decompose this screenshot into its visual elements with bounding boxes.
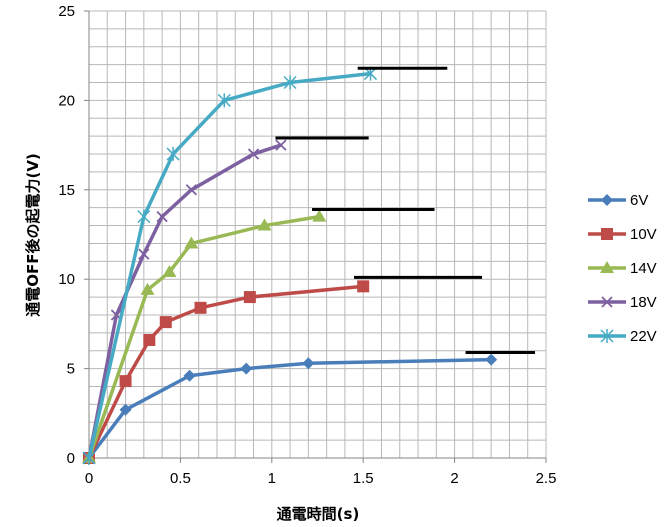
legend: 6V 10V 14V 18V 22V <box>588 192 657 345</box>
data-point-square <box>194 301 207 314</box>
data-point-triangle <box>257 218 272 231</box>
x-axis-title: 通電時間(s) <box>277 505 360 523</box>
data-point-square <box>119 375 132 388</box>
legend-label: 18V <box>630 294 657 311</box>
data-point-diamond <box>485 353 498 366</box>
data-point-square <box>243 291 256 304</box>
data-point-square <box>357 280 370 293</box>
data-point-triangle <box>184 236 199 249</box>
legend-label: 6V <box>630 192 648 209</box>
x-tick-label: 0.5 <box>170 470 191 487</box>
legend-label: 22V <box>630 328 657 345</box>
series-10V <box>83 280 370 464</box>
data-point-square <box>601 228 613 240</box>
series-line <box>87 357 492 460</box>
legend-item-18V: 18V <box>588 294 657 311</box>
x-tick-label: 2.5 <box>536 470 557 487</box>
y-tick-labels: 0 5 10 15 20 25 <box>58 3 75 467</box>
legend-label: 10V <box>630 226 657 243</box>
x-tick-label: 2 <box>450 470 458 487</box>
series-group <box>82 66 498 465</box>
data-point-x <box>185 184 198 196</box>
series-14V <box>82 209 327 463</box>
data-point-diamond <box>302 357 315 370</box>
data-point-square <box>159 316 172 329</box>
data-point-asterisk <box>283 75 297 90</box>
data-point-x <box>601 296 613 308</box>
data-point-x <box>247 148 260 160</box>
data-point-triangle <box>162 265 177 278</box>
data-point-x <box>156 210 168 223</box>
data-point-asterisk <box>217 93 231 108</box>
reference-lines <box>275 66 536 355</box>
data-point-x <box>138 248 150 260</box>
x-tick-label: 1 <box>268 470 276 487</box>
x-tick-labels: 0 0.5 1 1.5 2 2.5 <box>85 470 557 487</box>
data-point-diamond <box>119 403 132 416</box>
data-point-diamond <box>183 369 196 382</box>
y-axis-title: 通電OFF後の起電力(V) <box>24 153 42 317</box>
y-tick-label: 20 <box>58 92 75 109</box>
data-point-triangle <box>312 209 327 222</box>
series-22V <box>82 66 378 465</box>
y-tick-label: 15 <box>58 182 75 199</box>
data-point-triangle <box>140 282 155 295</box>
data-point-asterisk <box>137 209 151 224</box>
legend-item-6V: 6V <box>588 192 648 209</box>
data-point-asterisk <box>82 451 96 465</box>
series-line <box>87 71 371 459</box>
data-point-asterisk <box>600 329 614 343</box>
legend-item-10V: 10V <box>588 226 657 243</box>
y-tick-label: 25 <box>58 3 75 20</box>
y-tick-label: 10 <box>58 271 75 288</box>
data-point-x <box>275 139 287 151</box>
data-point-square <box>143 333 156 346</box>
data-point-diamond <box>601 194 613 206</box>
y-tick-label: 5 <box>67 361 75 378</box>
series-line <box>87 214 320 459</box>
y-tick-label: 0 <box>67 450 75 467</box>
legend-item-14V: 14V <box>588 260 657 277</box>
legend-label: 14V <box>630 260 657 277</box>
data-point-triangle <box>600 261 614 273</box>
data-point-diamond <box>240 362 253 375</box>
data-point-asterisk <box>166 147 180 162</box>
x-tick-label: 1.5 <box>353 470 374 487</box>
legend-item-22V: 22V <box>588 328 657 345</box>
x-tick-label: 0 <box>85 470 93 487</box>
